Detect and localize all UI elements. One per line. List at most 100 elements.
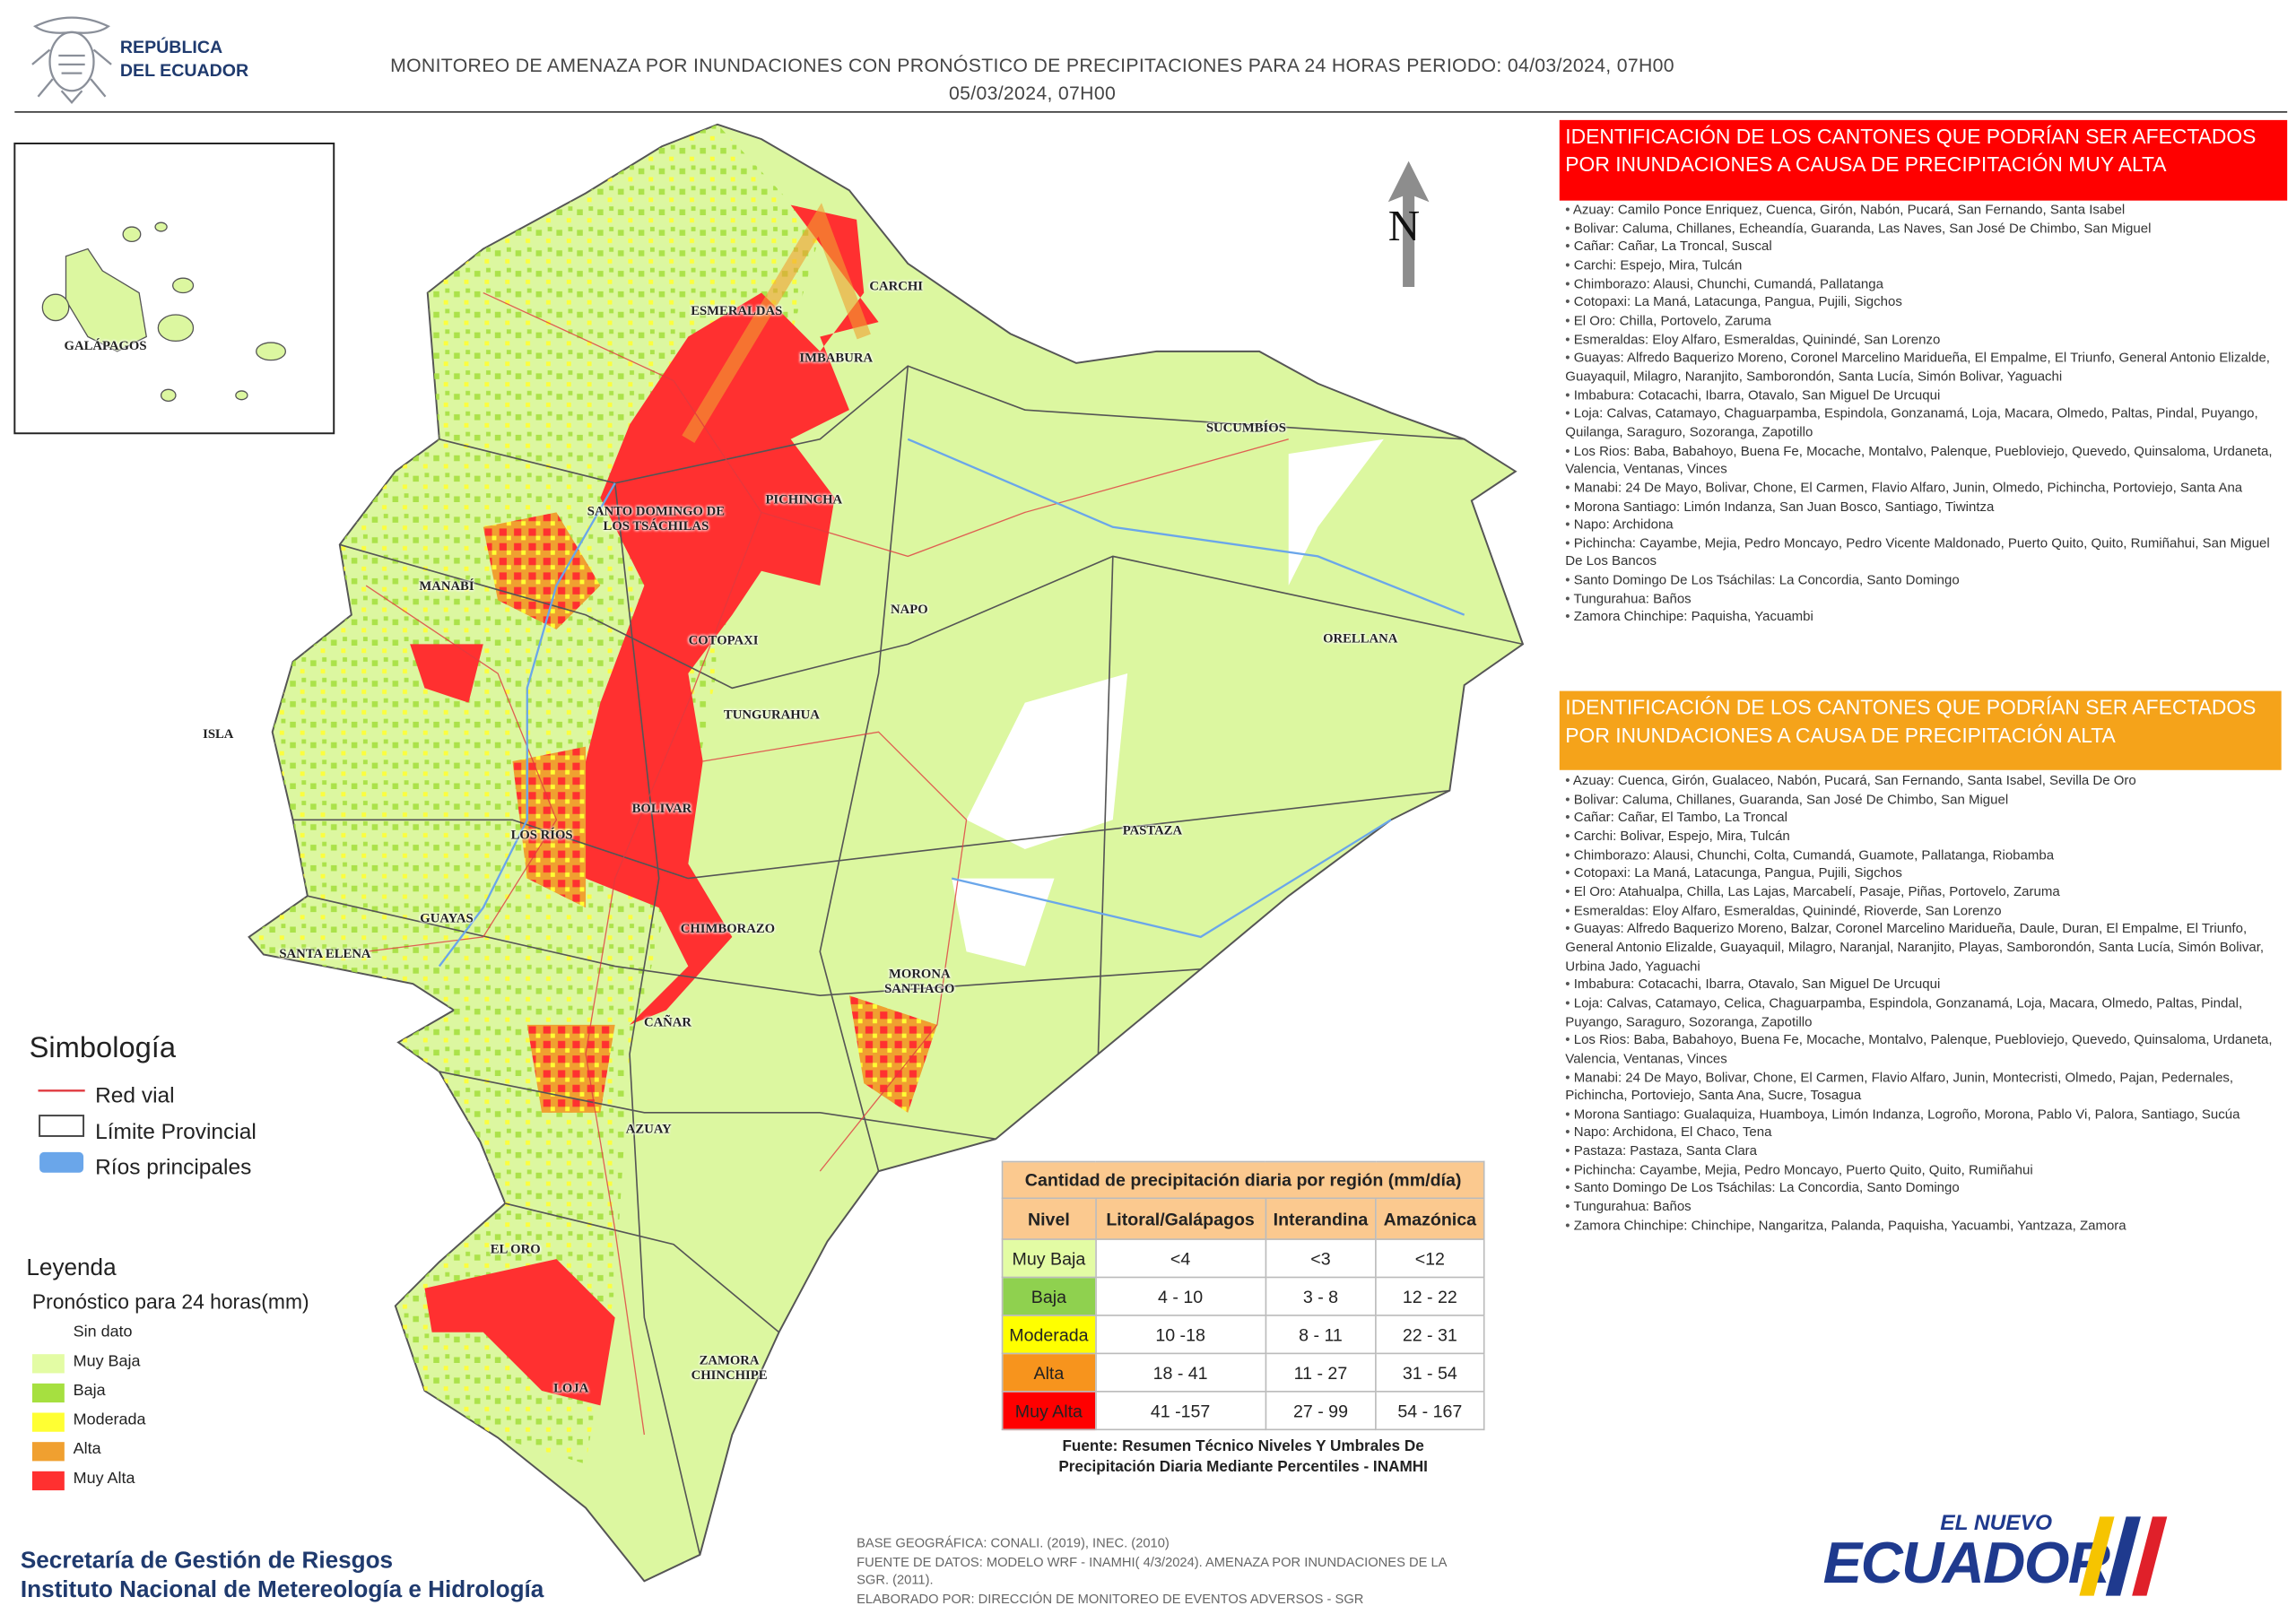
canton-item: Guayas: Alfredo Baquerizo Moreno, Corone… (1565, 349, 2290, 386)
symbology-items: Red vial Límite Provincial Ríos principa… (95, 1079, 257, 1186)
canton-item: Santo Domingo De Los Tsáchilas: La Conco… (1565, 571, 2290, 590)
north-label: N (1387, 202, 1421, 251)
map-label: CHIMBORAZO (680, 920, 776, 936)
canton-item: Santo Domingo De Los Tsáchilas: La Conco… (1565, 1179, 2287, 1198)
map-label: EL ORO (490, 1241, 541, 1256)
table-row: Muy Alta 41 -157 27 - 99 54 - 167 (1001, 1391, 1485, 1431)
canton-item: Loja: Calvas, Catamayo, Chaguarpamba, Es… (1565, 404, 2290, 441)
map-label: ESMERALDAS (691, 302, 783, 318)
canton-item: Imbabura: Cotacachi, Ibarra, Otavalo, Sa… (1565, 386, 2290, 404)
map-label: PICHINCHA (765, 491, 843, 507)
table-cell: 27 - 99 (1265, 1391, 1377, 1431)
canton-item: Los Rios: Baba, Babahoyo, Buena Fe, Moca… (1565, 441, 2290, 478)
canton-item: Tungurahua: Baños (1565, 590, 2290, 609)
map-label: TUNGURAHUA (723, 707, 820, 722)
source-line: Precipitación Diaria Mediante Percentile… (1058, 1458, 1428, 1476)
map-label: CAÑAR (643, 1014, 692, 1029)
table-header: Amazónica (1375, 1197, 1485, 1240)
canton-item: Esmeraldas: Eloy Alfaro, Esmeraldas, Qui… (1565, 901, 2287, 920)
table-cell: 54 - 167 (1375, 1391, 1485, 1431)
table-cell: 31 - 54 (1375, 1352, 1485, 1393)
table-cell: Alta (1001, 1352, 1097, 1393)
canton-item: Morona Santiago: Limón Indanza, San Juan… (1565, 497, 2290, 516)
galapagos (41, 221, 287, 402)
table-header: Interandina (1265, 1197, 1377, 1240)
table-cell: <4 (1094, 1238, 1266, 1279)
canton-item: Zamora Chinchipe: Paquisha, Yacuambi (1565, 608, 2290, 627)
logo-line: REPÚBLICA (119, 36, 223, 57)
map-label: MANABÍ (419, 577, 474, 594)
table-cell: <12 (1375, 1238, 1485, 1279)
legend-label: Baja (73, 1382, 106, 1400)
map-label: LOJA (553, 1380, 589, 1395)
legend-swatch (31, 1354, 65, 1374)
table-row: Alta 18 - 41 11 - 27 31 - 54 (1001, 1352, 1485, 1393)
map-label: ISLA (203, 725, 234, 742)
table-cell: Muy Baja (1001, 1238, 1097, 1279)
canton-item: Esmeraldas: Eloy Alfaro, Esmeraldas, Qui… (1565, 330, 2290, 349)
title: MONITOREO DE AMENAZA POR INUNDACIONES CO… (390, 54, 1674, 76)
table-cell: 22 - 31 (1375, 1315, 1485, 1355)
map-label: AZUAY (625, 1121, 672, 1136)
legend-swatch (31, 1324, 65, 1344)
canton-list: Azuay: Cuenca, Girón, Gualaceo, Nabón, P… (1565, 771, 2287, 1235)
legend-swatch (31, 1471, 65, 1491)
canton-item: El Oro: Atahualpa, Chilla, Las Lajas, Ma… (1565, 882, 2287, 901)
panel-title-orange: IDENTIFICACIÓN DE LOS CANTONES QUE PODRÍ… (1559, 690, 2282, 770)
precip-table: Cantidad de precipitación diaria por reg… (1001, 1160, 1485, 1478)
north-arrow (1387, 161, 1430, 287)
table-cell: 18 - 41 (1094, 1352, 1266, 1393)
logo-big: ECUADOR (1822, 1531, 2110, 1596)
map-label: ZAMORA CHINCHIPE (691, 1352, 768, 1383)
symbology-marks (38, 1089, 85, 1173)
canton-item: Cañar: Cañar, El Tambo, La Troncal (1565, 809, 2287, 828)
ecuador (248, 123, 1525, 1583)
symbology-item: Ríos principales (95, 1155, 252, 1180)
table-row: Baja 4 - 10 3 - 8 12 - 22 (1001, 1276, 1485, 1316)
canton-item: Tungurahua: Baños (1565, 1198, 2287, 1217)
note: ELABORADO POR: DIRECCIÓN DE MONITOREO DE… (857, 1590, 1364, 1606)
map-label: COTOPAXI (688, 632, 759, 647)
canton-item: Pastaza: Pastaza, Santa Clara (1565, 1142, 2287, 1161)
map-label: NAPO (891, 602, 928, 617)
note: SGR. (2011). (857, 1572, 934, 1587)
table-cell: 3 - 8 (1265, 1276, 1377, 1316)
canton-item: Bolivar: Caluma, Chillanes, Guaranda, Sa… (1565, 790, 2287, 809)
canton-item: Pichincha: Cayambe, Mejia, Pedro Moncayo… (1565, 534, 2290, 571)
legend-label: Muy Alta (73, 1470, 135, 1488)
table-source: Fuente: Resumen Técnico Niveles Y Umbral… (1002, 1436, 1485, 1478)
source-line: Fuente: Resumen Técnico Niveles Y Umbral… (1062, 1437, 1424, 1455)
table-cell: 10 -18 (1094, 1315, 1266, 1355)
legend-swatch (31, 1383, 65, 1403)
panel-title-red: IDENTIFICACIÓN DE LOS CANTONES QUE PODRÍ… (1559, 119, 2288, 201)
map-label: ORELLANA (1323, 630, 1398, 646)
legend-label: Alta (73, 1440, 101, 1459)
canton-item: Morona Santiago: Gualaquiza, Huamboya, L… (1565, 1105, 2287, 1124)
legend-swatch (31, 1412, 65, 1432)
canton-item: Cañar: Cañar, La Troncal, Suscal (1565, 238, 2290, 256)
map-label: LOS RÍOS (510, 827, 573, 842)
map-label: PASTAZA (1122, 822, 1183, 838)
map-label: BOLIVAR (631, 801, 692, 816)
title: 05/03/2024, 07H00 (948, 82, 1117, 104)
symbology-item: Límite Provincial (95, 1119, 257, 1144)
symbology-item: Red vial (95, 1083, 175, 1108)
table-cell: Muy Alta (1001, 1391, 1097, 1431)
table-cell: 12 - 22 (1375, 1276, 1485, 1316)
table-header: Litoral/Galápagos (1094, 1197, 1266, 1240)
canton-item: Cotopaxi: La Maná, Latacunga, Pangua, Pu… (1565, 293, 2290, 312)
canton-item: Chimborazo: Alausi, Chunchi, Cumandá, Pa… (1565, 274, 2290, 293)
canton-item: Napo: Archidona (1565, 516, 2290, 534)
table-title: Cantidad de precipitación diaria por reg… (1001, 1160, 1485, 1200)
table-cell: 8 - 11 (1265, 1315, 1377, 1355)
map-label: GUAYAS (420, 910, 474, 925)
logo-stripes (2079, 1516, 2168, 1596)
canton-item: Zamora Chinchipe: Chinchipe, Nangaritza,… (1565, 1216, 2287, 1235)
canton-item: Azuay: Cuenca, Girón, Gualaceo, Nabón, P… (1565, 771, 2287, 790)
canton-item: Loja: Calvas, Catamayo, Celica, Chaguarp… (1565, 994, 2287, 1030)
symbology-title: Simbología (29, 1032, 177, 1064)
table-cell: 11 - 27 (1265, 1352, 1377, 1393)
note: BASE GEOGRÁFICA: CONALI. (2019), INEC. (… (857, 1535, 1170, 1550)
map-label: SANTO DOMINGO DE LOS TSÁCHILAS (587, 503, 726, 534)
